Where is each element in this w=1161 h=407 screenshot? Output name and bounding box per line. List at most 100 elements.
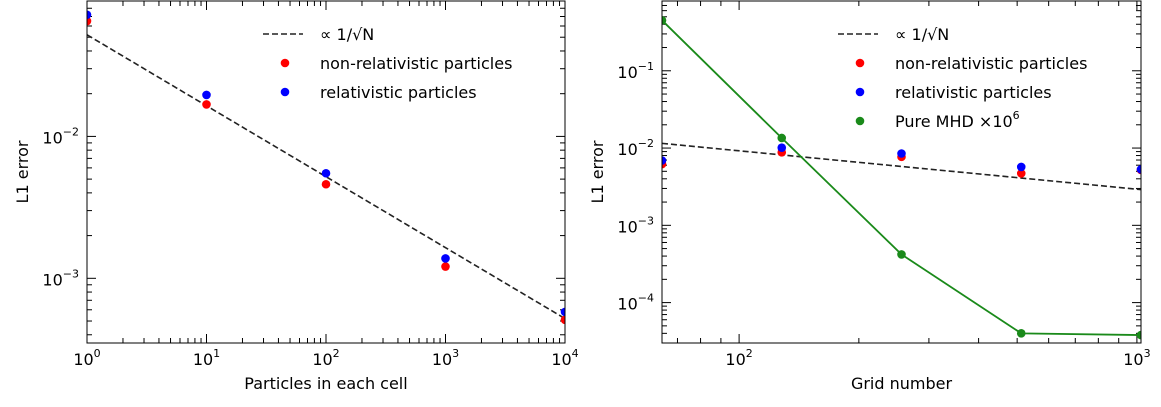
x-tick-label: 104 <box>551 347 578 369</box>
legend-marker <box>280 58 290 68</box>
tick-base: 10 <box>42 270 62 289</box>
reference-line <box>87 34 565 320</box>
legend-label: non-relativistic particles <box>320 54 512 73</box>
tick-exponent: 2 <box>746 347 753 360</box>
data-point <box>1136 165 1141 174</box>
tick-exponent: −1 <box>638 60 654 73</box>
tick-base: 10 <box>193 350 213 369</box>
legend-marker <box>280 87 290 97</box>
tick-exponent: −2 <box>63 125 79 138</box>
x-tick-label: 101 <box>193 347 220 369</box>
legend-item: ∝ 1/√N <box>263 25 374 44</box>
tick-exponent: 0 <box>94 347 101 360</box>
tick-base: 10 <box>617 295 637 314</box>
x-axis-label: Grid number <box>851 374 953 393</box>
legend-label: non-relativistic particles <box>895 54 1087 73</box>
y-tick-label: 10−1 <box>617 60 654 82</box>
legend-item: non-relativistic particles <box>280 54 512 73</box>
x-tick-label: 102 <box>725 347 752 369</box>
legend-text: relativistic particles <box>895 83 1052 102</box>
tick-base: 10 <box>73 350 93 369</box>
legend-text: ∝ 1/√N <box>895 25 949 44</box>
left-legend: ∝ 1/√N non-relativistic particles relativi… <box>263 25 512 102</box>
tick-exponent: −3 <box>638 214 654 227</box>
right-plot-area <box>662 16 1141 340</box>
tick-base: 10 <box>725 350 745 369</box>
data-point <box>777 133 787 143</box>
x-tick-label: 103 <box>432 347 459 369</box>
legend-text: ∝ 1/√N <box>320 25 374 44</box>
legend-marker <box>855 87 865 97</box>
tick-exponent: 2 <box>333 347 340 360</box>
legend-item: relativistic particles <box>855 83 1052 102</box>
right-legend: ∝ 1/√N non-relativistic particles relativi… <box>838 25 1087 131</box>
y-tick-label: 10−3 <box>42 267 79 289</box>
tick-exponent: −4 <box>638 292 654 305</box>
tick-base: 10 <box>432 350 452 369</box>
left-axes-frame <box>86 0 566 344</box>
legend-marker <box>855 58 865 68</box>
right-ticks <box>662 0 1141 344</box>
left-plot-area <box>87 10 565 325</box>
series-0 <box>662 142 1141 191</box>
legend-text: relativistic particles <box>320 83 477 102</box>
legend-marker <box>855 116 865 126</box>
data-point <box>441 254 450 263</box>
series-2 <box>87 10 565 317</box>
tick-base: 10 <box>617 140 637 159</box>
y-tick-label: 10−4 <box>617 292 654 314</box>
data-point <box>1016 162 1026 172</box>
tick-base: 10 <box>1123 350 1143 369</box>
data-point <box>777 143 787 153</box>
y-tick-label: 10−2 <box>617 137 654 159</box>
data-point <box>560 307 565 317</box>
data-point <box>1016 169 1026 178</box>
legend-label: ∝ 1/√N <box>895 25 949 44</box>
tick-base: 10 <box>617 217 637 236</box>
legend-label: Pure MHD ×106 <box>895 109 1020 131</box>
legend-item: ∝ 1/√N <box>838 25 949 44</box>
tick-exponent: 1 <box>213 347 220 360</box>
tick-exponent: 3 <box>452 347 459 360</box>
legend-text: Pure MHD ×10 <box>895 112 1013 131</box>
series-0 <box>87 34 565 320</box>
tick-exponent: −2 <box>638 137 654 150</box>
x-tick-label: 100 <box>73 347 100 369</box>
data-point <box>202 90 211 100</box>
left-ticks <box>86 0 566 343</box>
tick-base: 10 <box>551 350 571 369</box>
legend-item: non-relativistic particles <box>855 54 1087 73</box>
tick-exponent: 4 <box>572 347 579 360</box>
y-tick-label: 10−3 <box>617 214 654 236</box>
series-3 <box>662 16 1141 340</box>
data-point <box>321 168 331 178</box>
tick-exponent: −3 <box>63 267 79 280</box>
data-point <box>1136 330 1141 340</box>
tick-base: 10 <box>617 63 637 82</box>
legend-label: relativistic particles <box>895 83 1052 102</box>
x-axis-label: Particles in each cell <box>244 374 407 393</box>
y-axis-label: L1 error <box>13 140 32 203</box>
tick-base: 10 <box>42 128 62 147</box>
legend-text: non-relativistic particles <box>895 54 1087 73</box>
data-point <box>897 149 906 158</box>
series-2 <box>662 143 1141 174</box>
legend-item: Pure MHD ×106 <box>855 109 1020 131</box>
legend-label: ∝ 1/√N <box>320 25 374 44</box>
legend-label: relativistic particles <box>320 83 477 102</box>
data-point <box>202 100 211 109</box>
data-point <box>321 179 331 189</box>
tick-exponent: 3 <box>1144 347 1151 360</box>
legend-superscript: 6 <box>1013 109 1020 122</box>
legend-text: non-relativistic particles <box>320 54 512 73</box>
data-point <box>1016 329 1026 338</box>
reference-line <box>662 142 1141 191</box>
data-point <box>441 262 450 271</box>
data-point <box>87 10 92 20</box>
right-axes-frame <box>661 0 1142 344</box>
legend-item: relativistic particles <box>280 83 477 102</box>
x-tick-label: 102 <box>312 347 339 369</box>
